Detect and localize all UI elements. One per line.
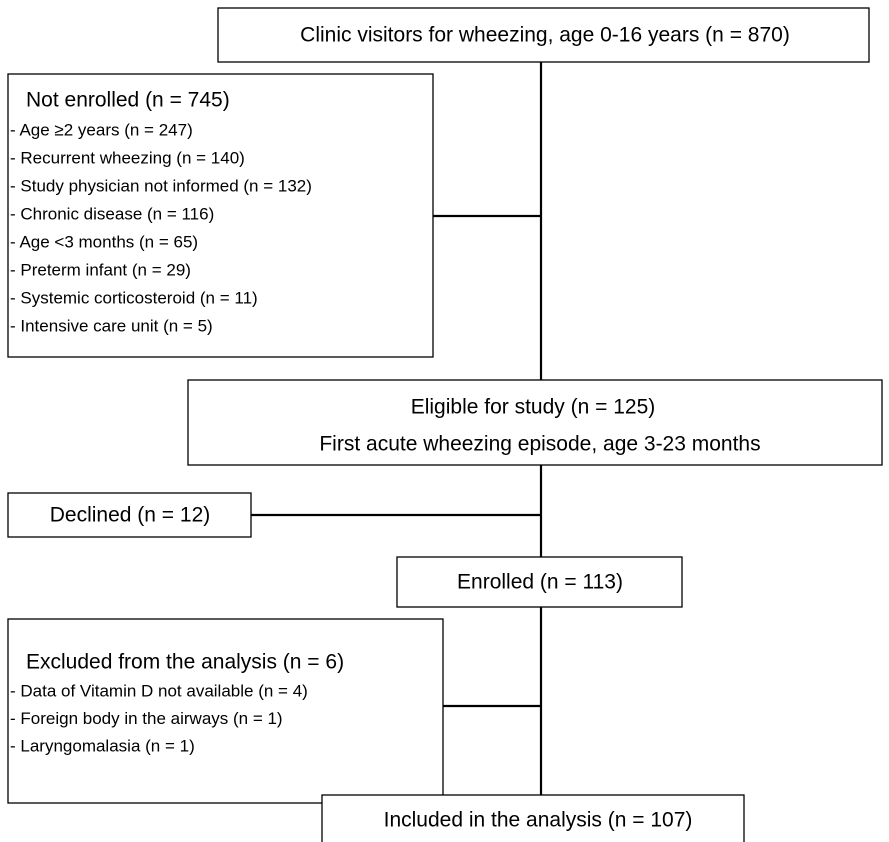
list-item: - Study physician not informed (n = 132) (10, 176, 312, 195)
box (217, 7, 870, 63)
list-item: - Systemic corticosteroid (n = 11) (10, 288, 258, 307)
item-list: - Age ≥2 years (n = 247) - Recurrent whee… (10, 120, 312, 335)
box-line: First acute wheezing episode, age 3-23 m… (319, 433, 760, 456)
list-item: - Recurrent wheezing (n = 140) (10, 148, 245, 167)
list-item: - Intensive care unit (n = 5) (10, 316, 213, 335)
box (7, 618, 444, 804)
box (7, 73, 434, 358)
box-label: Declined (n = 12) (50, 504, 211, 527)
box-title: Not enrolled (n = 745) (26, 89, 230, 112)
box-label: Enrolled (n = 113) (457, 571, 623, 594)
list-item: - Age <3 months (n = 65) (10, 232, 198, 251)
box-label: Included in the analysis (n = 107) (384, 809, 693, 832)
list-item: - Data of Vitamin D not available (n = 4… (10, 681, 308, 700)
list-item: - Chronic disease (n = 116) (10, 204, 214, 223)
box-label: Clinic visitors for wheezing, age 0-16 y… (300, 24, 790, 47)
list-item: - Laryngomalasia (n = 1) (10, 736, 195, 755)
box (321, 794, 745, 842)
box (396, 556, 683, 608)
box (7, 492, 252, 538)
list-item: - Preterm infant (n = 29) (10, 260, 191, 279)
box-line: Eligible for study (n = 125) (411, 396, 656, 419)
list-item: - Age ≥2 years (n = 247) (10, 120, 193, 139)
box-title: Excluded from the analysis (n = 6) (26, 651, 344, 674)
box (187, 379, 883, 466)
item-list: - Data of Vitamin D not available (n = 4… (10, 681, 308, 755)
list-item: - Foreign body in the airways (n = 1) (10, 709, 283, 728)
